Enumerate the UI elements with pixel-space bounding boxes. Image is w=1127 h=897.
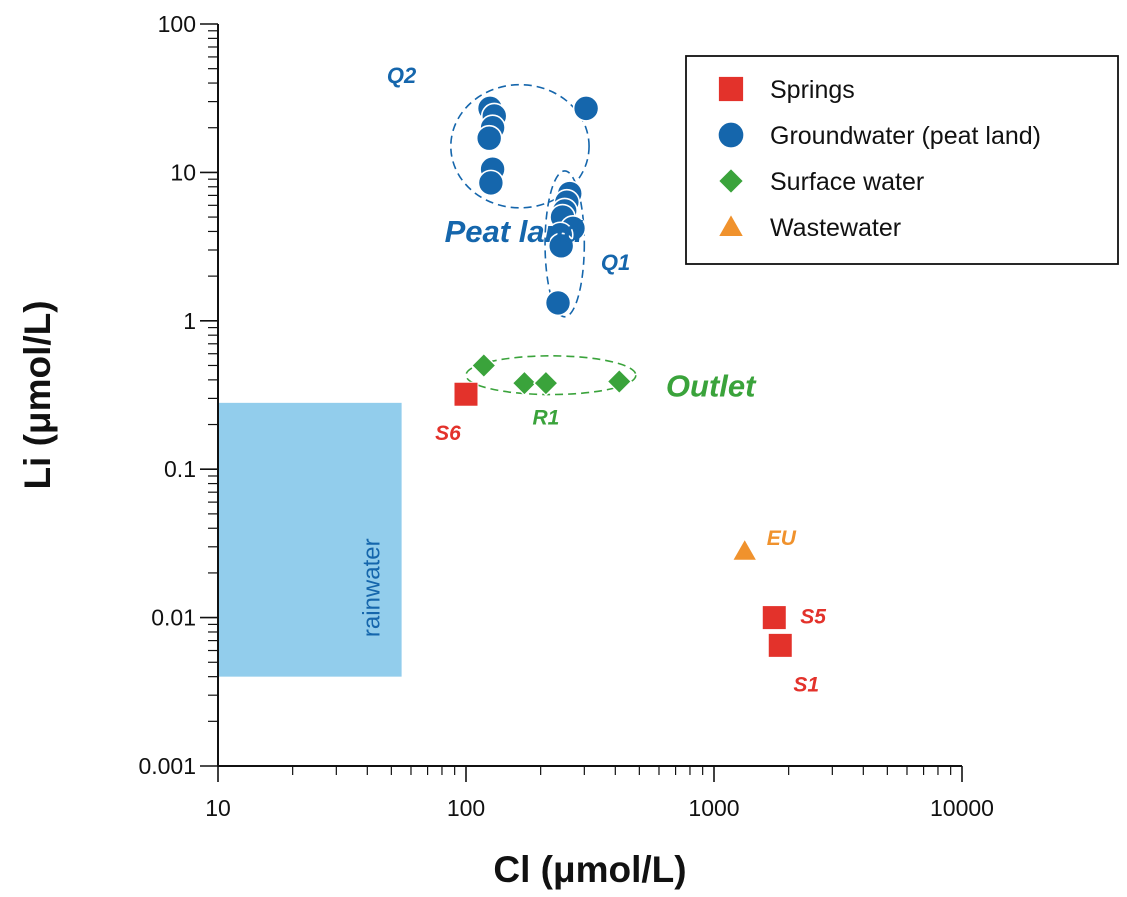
spring-point: [767, 632, 793, 658]
y-tick-label: 1: [183, 308, 196, 334]
surface-water-point: [532, 370, 559, 397]
x-tick-label: 10: [205, 795, 231, 821]
cluster-outline-outlet: [465, 355, 637, 396]
annotation-outlet: Outlet: [666, 368, 757, 403]
groundwater-point: [477, 169, 505, 197]
cluster-outline-q1: [544, 170, 586, 318]
surface-water-point: [470, 352, 497, 379]
annotation-r1: R1: [532, 407, 559, 430]
x-axis-title: Cl (μmol/L): [493, 849, 686, 890]
surface-water-point: [606, 368, 633, 395]
y-tick-label: 0.01: [151, 605, 196, 631]
point-label-eu: EU: [767, 527, 797, 550]
wastewater-point: [731, 538, 758, 561]
annotation-q1: Q1: [601, 250, 630, 275]
legend-label-wastewater: Wastewater: [770, 214, 901, 242]
y-tick-label: 10: [170, 159, 196, 185]
groundwater-point: [572, 95, 600, 122]
y-tick-label: 0.1: [164, 456, 196, 482]
point-label-s6: S6: [435, 422, 461, 445]
x-tick-label: 100: [447, 795, 485, 821]
annotation-q2: Q2: [387, 63, 417, 88]
legend-marker-groundwater: [717, 121, 745, 149]
x-tick-label: 1000: [688, 795, 739, 821]
legend-label-groundwater: Groundwater (peat land): [770, 122, 1041, 150]
x-tick-label: 10000: [930, 795, 994, 821]
point-label-s5: S5: [800, 606, 826, 629]
cluster-outline-q2: [450, 83, 590, 209]
annotation-peat-land: Peat land: [445, 214, 584, 249]
legend-label-surface-water: Surface water: [770, 168, 924, 196]
point-label-s1: S1: [793, 673, 819, 696]
legend-marker-wastewater: [717, 213, 745, 237]
groundwater-point: [544, 289, 572, 317]
legend-box: [685, 55, 1119, 265]
y-tick-label: 100: [158, 11, 196, 37]
y-tick-label: 0.001: [138, 753, 196, 779]
spring-point: [453, 381, 479, 407]
legend-marker-spring: [717, 75, 745, 103]
legend-marker-surface-water: [717, 167, 745, 195]
surface-water-point: [511, 370, 538, 397]
rainwater-label: rainwater: [359, 538, 386, 637]
rainwater-region: [218, 402, 402, 677]
groundwater-point: [547, 232, 575, 260]
legend-label-spring: Springs: [770, 76, 855, 104]
spring-point: [761, 605, 787, 631]
y-axis-title: Li (μmol/L): [17, 300, 58, 489]
groundwater-point: [475, 124, 503, 152]
